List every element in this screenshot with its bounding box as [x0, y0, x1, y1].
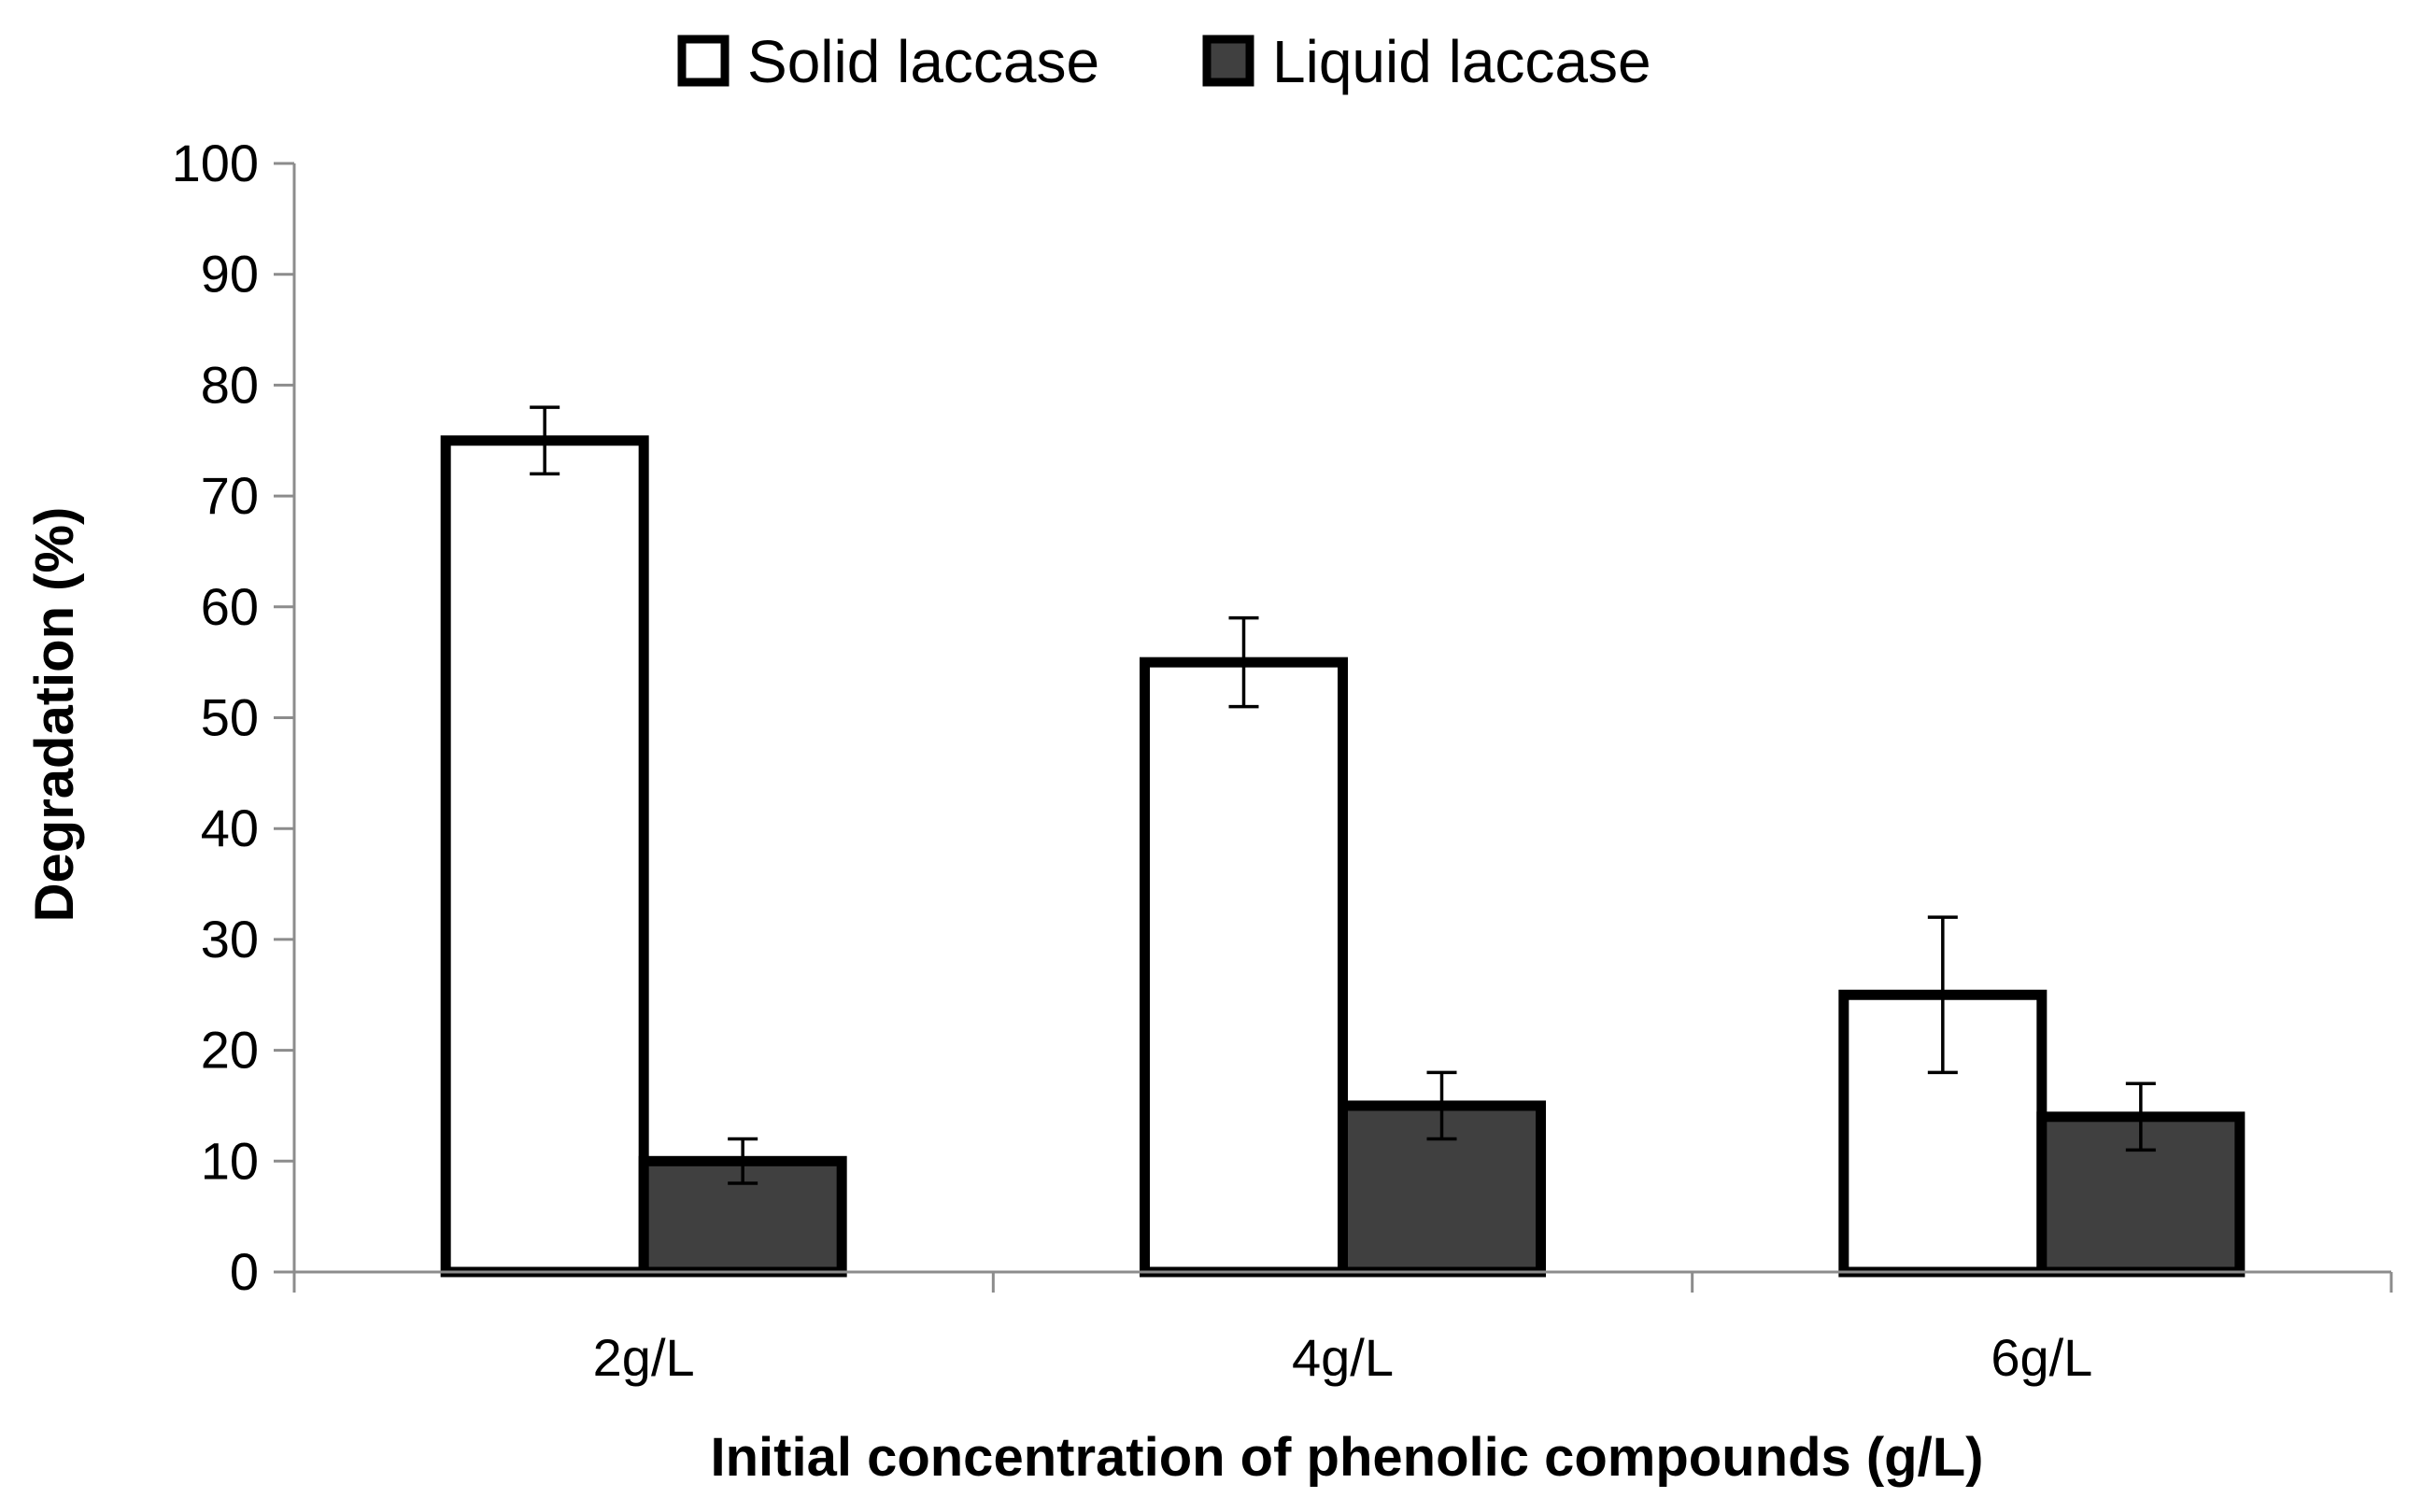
- x-axis-title: Initial concentration of phenolic compou…: [711, 1427, 1984, 1488]
- x-tick-label: 6g/L: [1991, 1328, 2092, 1387]
- y-tick-label: 20: [201, 1021, 259, 1080]
- bar-solid-1: [1140, 657, 1348, 1278]
- legend: Solid laccase Liquid laccase: [677, 28, 1651, 95]
- legend-label-solid: Solid laccase: [747, 28, 1099, 95]
- y-tick-label: 0: [230, 1242, 259, 1301]
- x-tick-label: 2g/L: [593, 1328, 695, 1387]
- legend-label-liquid: Liquid laccase: [1272, 28, 1651, 95]
- x-tick-label: 4g/L: [1292, 1328, 1394, 1387]
- y-tick-label: 40: [201, 798, 259, 857]
- legend-swatch-liquid: [1202, 35, 1254, 87]
- y-tick-label: 100: [172, 134, 259, 192]
- y-tick-label: 10: [201, 1131, 259, 1190]
- bars-layer: [440, 405, 2246, 1278]
- y-tick-label: 30: [201, 910, 259, 968]
- y-axis-title: Degradation (%): [24, 507, 85, 923]
- y-tick-label: 70: [201, 466, 259, 525]
- y-tick-label: 50: [201, 688, 259, 747]
- y-axis: 0 10 20 30 40 50 60 70 80 90 100: [172, 134, 296, 1301]
- y-tick-label: 80: [201, 355, 259, 414]
- y-tick-label: 90: [201, 245, 259, 304]
- x-axis: 2g/L 4g/L 6g/L: [292, 1270, 2393, 1387]
- legend-swatch-solid: [677, 35, 730, 87]
- y-tick-label: 60: [201, 577, 259, 636]
- bar-solid-0: [440, 435, 649, 1278]
